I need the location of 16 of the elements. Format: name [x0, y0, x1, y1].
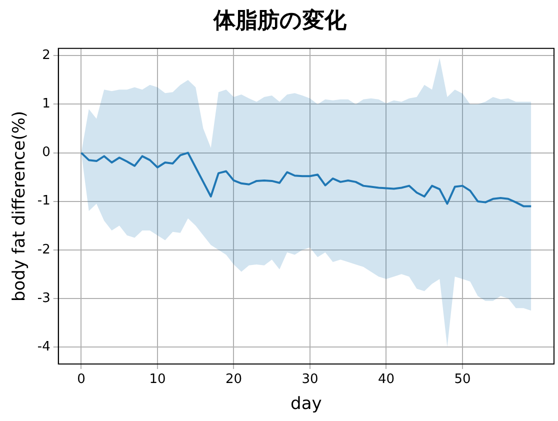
y-tick-label: 2 — [42, 48, 50, 64]
y-tick-label: 0 — [42, 145, 50, 160]
x-tick-label: 10 — [149, 372, 166, 388]
x-tick-label: 20 — [225, 372, 242, 388]
x-tick-label: 50 — [454, 372, 471, 388]
y-tick-label: -2 — [37, 242, 50, 258]
y-tick-label: -1 — [37, 194, 50, 209]
y-tick-label: 1 — [42, 96, 50, 112]
x-tick-label: 0 — [77, 372, 86, 388]
y-tick-label: -4 — [37, 339, 50, 354]
chart-title: 体脂肪の変化 — [212, 7, 348, 32]
x-axis-title: day — [290, 394, 322, 414]
x-tick-label: 30 — [302, 372, 318, 388]
x-tick-label: 40 — [378, 372, 395, 388]
y-tick-label: -3 — [37, 290, 50, 306]
y-axis-title: body fat difference(%) — [10, 110, 30, 302]
